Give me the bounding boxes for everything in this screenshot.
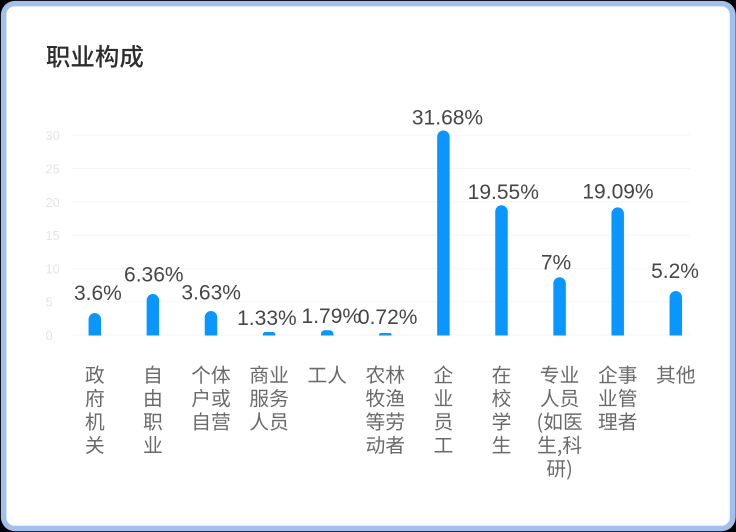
svg-text:15: 15 (46, 228, 60, 243)
svg-text:6.36%: 6.36% (124, 264, 184, 287)
svg-text:3.6%: 3.6% (74, 282, 122, 305)
svg-text:19.09%: 19.09% (582, 181, 653, 204)
svg-text:31.68%: 31.68% (412, 107, 483, 130)
svg-text:10: 10 (46, 261, 60, 276)
svg-text:20: 20 (46, 195, 60, 210)
svg-text:1.79%: 1.79% (302, 305, 362, 328)
svg-text:1.33%: 1.33% (237, 307, 297, 330)
svg-text:0.72%: 0.72% (358, 306, 418, 329)
svg-text:19.55%: 19.55% (468, 181, 539, 204)
svg-text:30: 30 (46, 128, 60, 143)
svg-text:25: 25 (46, 162, 60, 177)
svg-text:0: 0 (46, 328, 53, 343)
svg-text:3.63%: 3.63% (181, 281, 241, 304)
svg-text:5.2%: 5.2% (651, 260, 699, 283)
svg-text:7%: 7% (541, 252, 571, 275)
svg-text:5: 5 (46, 295, 53, 310)
